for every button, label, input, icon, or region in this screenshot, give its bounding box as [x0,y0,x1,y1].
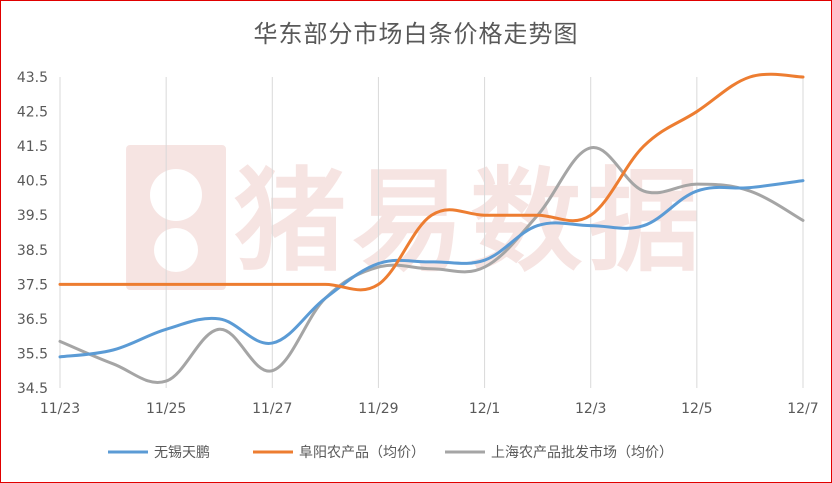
legend: 无锡天鹏 阜阳农产品（均价） 上海农产品批发市场（均价） [108,444,673,461]
legend-label: 上海农产品批发市场（均价） [491,444,673,461]
watermark-logo-circle [150,169,202,221]
y-tick-label: 38.5 [17,243,48,259]
x-tick-label: 11/27 [252,401,292,417]
watermark-text: 猪易数据 [234,157,706,287]
legend-label: 阜阳农产品（均价） [299,444,425,461]
series-line-1 [58,72,805,292]
y-tick-label: 43.5 [17,70,48,86]
grid [59,77,804,388]
chart-title: 华东部分市场白条价格走势图 [253,20,579,48]
x-tick-label: 12/7 [787,401,818,417]
watermark-logo-circle [154,228,198,272]
y-tick-label: 41.5 [17,139,48,155]
x-tick-label: 12/5 [681,401,712,417]
y-tick-label: 37.5 [17,277,48,293]
watermark: 猪易数据 [126,145,706,290]
x-tick-label: 11/25 [146,401,186,417]
series-line-2 [58,146,805,384]
watermark-logo [126,145,226,290]
series-lines [58,72,805,384]
series-line-0 [58,179,805,359]
axis-labels: 34.5 35.5 36.5 37.5 38.5 39.5 40.5 41.5 42.5 43.5… [17,70,819,417]
x-tick-label: 11/29 [358,401,398,417]
y-tick-label: 39.5 [17,208,48,224]
y-tick-label: 42.5 [17,105,48,121]
x-tick-label: 12/3 [575,401,606,417]
x-tick-label: 12/1 [469,401,500,417]
x-tick-label: 11/23 [40,401,80,417]
y-tick-label: 35.5 [17,346,48,362]
legend-label: 无锡天鹏 [154,445,210,461]
y-tick-label: 36.5 [17,312,48,328]
y-tick-label: 40.5 [17,174,48,190]
y-tick-label: 34.5 [17,381,48,397]
